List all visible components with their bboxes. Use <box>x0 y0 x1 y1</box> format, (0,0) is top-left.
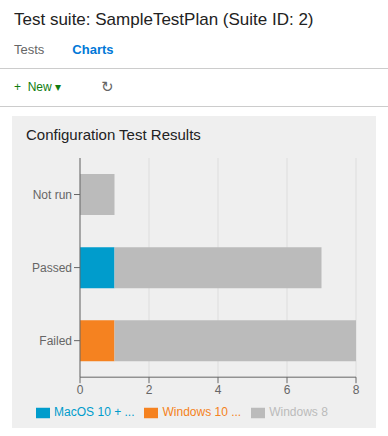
svg-text:4: 4 <box>215 383 222 397</box>
html-text:MacOS 10 + ...: MacOS 10 + ... <box>54 405 135 420</box>
svg-text:8: 8 <box>353 383 360 397</box>
svg-text:6: 6 <box>284 383 291 397</box>
html-text:Windows 10 ...: Windows 10 ... <box>162 405 242 420</box>
html-text:Windows 8: Windows 8 <box>269 405 328 420</box>
svg-text:Passed: Passed <box>32 261 72 275</box>
html-text:Tests: Tests <box>14 42 45 57</box>
html-text:Charts: Charts <box>72 42 114 57</box>
html-text:+ New ▾: + New ▾ <box>14 80 61 94</box>
svg-text:2: 2 <box>146 383 153 397</box>
svg-text:0: 0 <box>77 383 84 397</box>
svg-text:Not run: Not run <box>33 188 72 202</box>
html-text:Configuration Test Results: Configuration Test Results <box>26 126 201 143</box>
svg-text:Failed: Failed <box>39 334 72 348</box>
html-text:Test suite: SampleTestPlan (Su: Test suite: SampleTestPlan (Suite ID: 2) <box>14 10 314 29</box>
